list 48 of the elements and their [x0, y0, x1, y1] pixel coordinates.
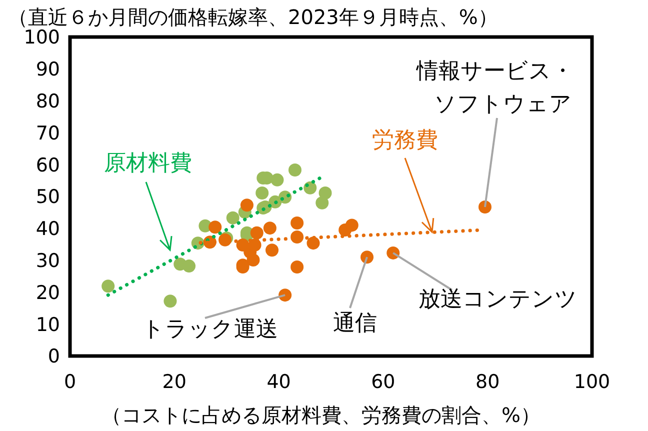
x-tick-label: 80: [476, 371, 500, 393]
text: 原材料費: [104, 151, 192, 176]
point: [256, 186, 269, 200]
x-axis-title: （コストに占める原材料費、労務費の割合、%）: [101, 403, 541, 427]
point: [360, 250, 374, 264]
x-tick-label: 40: [266, 371, 291, 393]
point: [288, 164, 302, 177]
y-tick-label: 30: [36, 250, 60, 272]
chart-title: （直近６か月間の価格転嫁率、2023年９月時点、%）: [8, 5, 498, 29]
point: [345, 218, 358, 232]
point: [386, 246, 400, 260]
point: [316, 196, 329, 210]
point: [164, 294, 177, 308]
y-tick-label: 100: [24, 26, 60, 49]
text: 労務費: [372, 128, 438, 153]
point: [102, 280, 115, 293]
point: [263, 222, 276, 235]
point: [290, 216, 304, 230]
point: [250, 226, 264, 240]
point: [236, 238, 250, 252]
point: [182, 260, 196, 273]
x-tick-label: 20: [162, 371, 186, 393]
point: [226, 211, 240, 224]
point: [266, 244, 279, 257]
annotation: トラック運送: [142, 317, 278, 342]
point: [290, 260, 304, 274]
y-tick-label: 40: [36, 218, 60, 240]
x-tick-label: 100: [574, 371, 610, 393]
point: [270, 173, 284, 186]
annotation: 放送コンテンツ: [418, 287, 578, 312]
y-tick-label: 10: [36, 314, 60, 336]
annotation: 通信: [333, 311, 377, 336]
y-tick-label: 80: [36, 90, 60, 112]
y-tick-label: 20: [36, 282, 60, 304]
point: [246, 253, 260, 266]
x-tick-label: 0: [64, 371, 76, 393]
annotation: 情報サービス・ソフトウェア: [416, 59, 574, 117]
point: [240, 198, 254, 212]
point: [478, 200, 492, 214]
y-tick-label: 70: [36, 122, 60, 144]
point: [208, 220, 222, 234]
point: [278, 288, 292, 302]
x-tick-label: 60: [371, 371, 396, 393]
y-tick-label: 60: [36, 154, 60, 176]
y-tick-label: 50: [36, 186, 60, 208]
y-tick-label: 90: [36, 58, 60, 81]
point: [306, 236, 320, 250]
y-tick-label: 0: [48, 346, 60, 368]
